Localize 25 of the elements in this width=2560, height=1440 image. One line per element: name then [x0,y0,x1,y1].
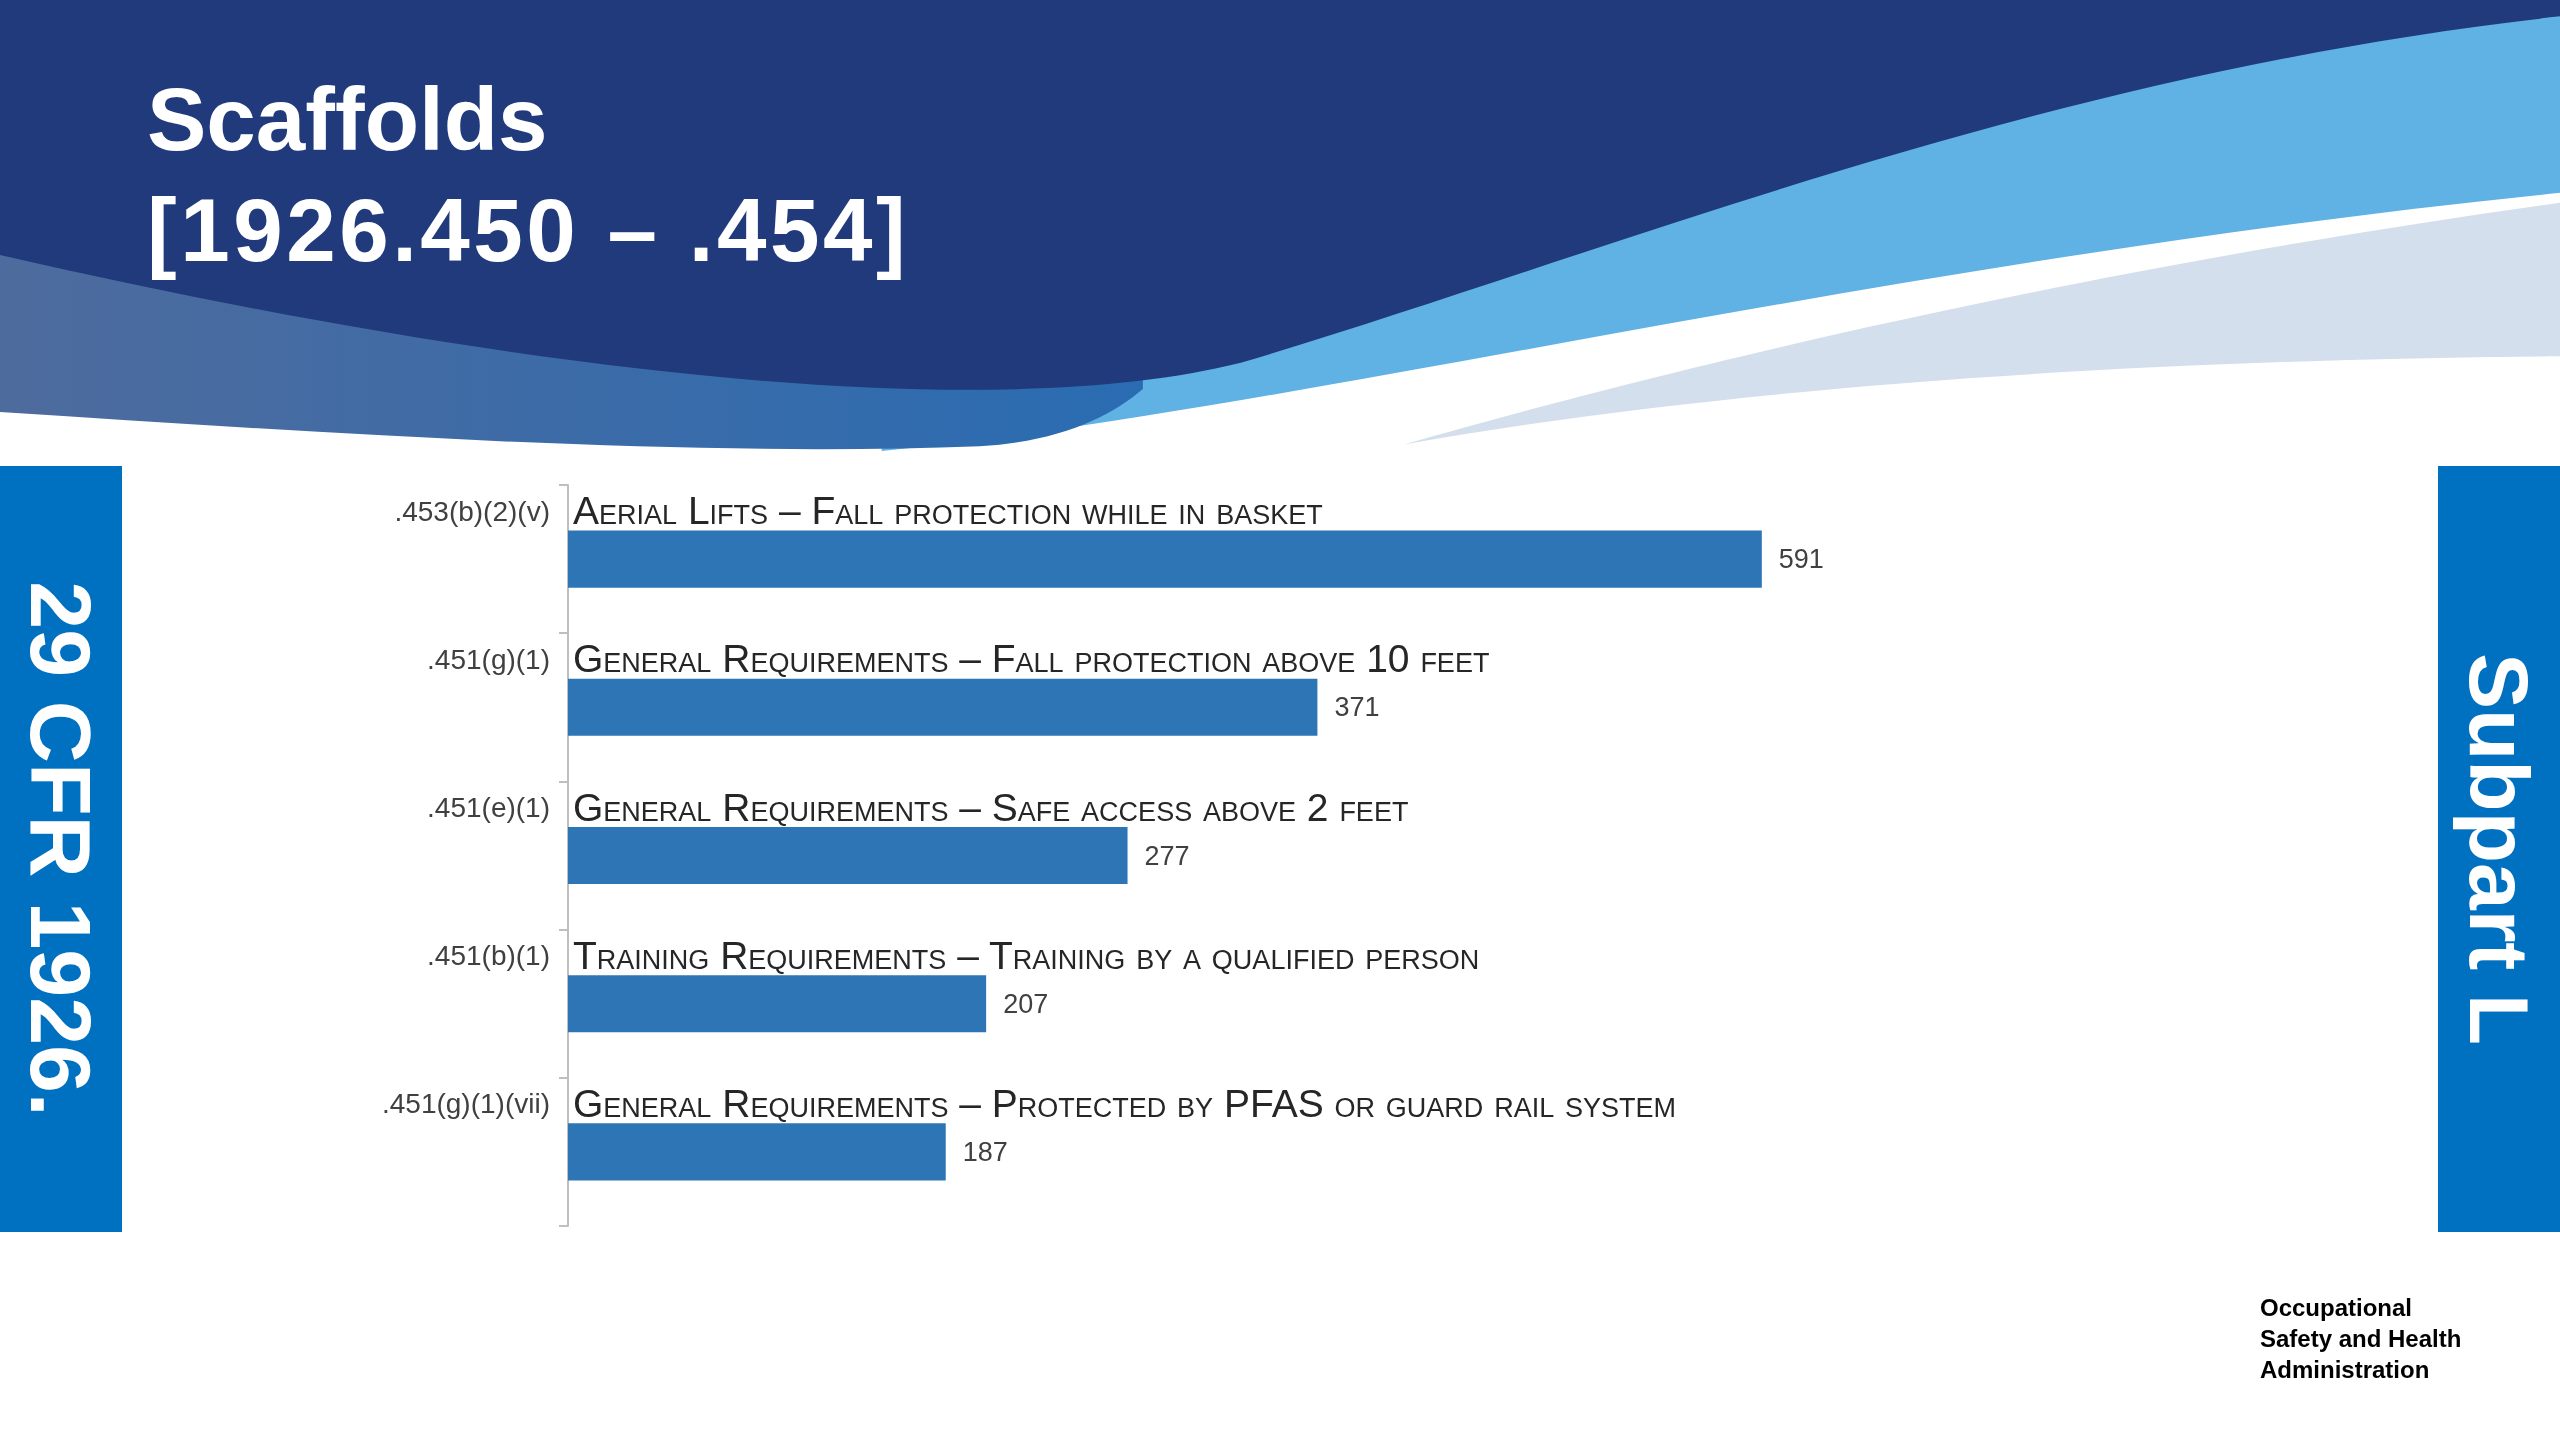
data-label: 277 [1144,840,1190,871]
annotation: General Requirements – Protected by PFAS or guard rail system [573,1081,1677,1127]
bar [568,530,1762,588]
y-tick-label: .451(e)(1) [427,792,550,823]
data-label: 371 [1334,692,1380,723]
data-label: 187 [962,1136,1008,1167]
text: Occupational Safety and Health Administration [2260,1293,2463,1385]
annotation: General Requirements – Safe access above 2 feet [573,785,1409,830]
y-tick-label: .451(b)(1) [427,940,550,972]
bar [568,1123,946,1181]
bar [568,678,1318,736]
chart-title: Scaffolds [147,68,548,171]
chart-subtitle: [1926.450 – .454] [147,179,910,282]
y-tick-label: .453(b)(2)(v) [394,495,550,527]
annotation: Aerial Lifts – Fall protection while in basket [573,488,1323,534]
bar [568,975,987,1033]
data-label: 591 [1778,544,1824,575]
text: Subpart L [2452,653,2546,1045]
y-tick-label: .451(g)(1) [427,643,550,675]
text: 29 CFR 1926. [13,581,109,1117]
annotation: Training Requirements – Training by a qualified person [573,933,1480,979]
annotation: General Requirements – Fall protection above 10 feet [573,636,1490,682]
data-label: 207 [1003,988,1049,1019]
y-tick-label: .451(g)(1)(vii) [381,1088,550,1120]
bar [568,826,1128,885]
